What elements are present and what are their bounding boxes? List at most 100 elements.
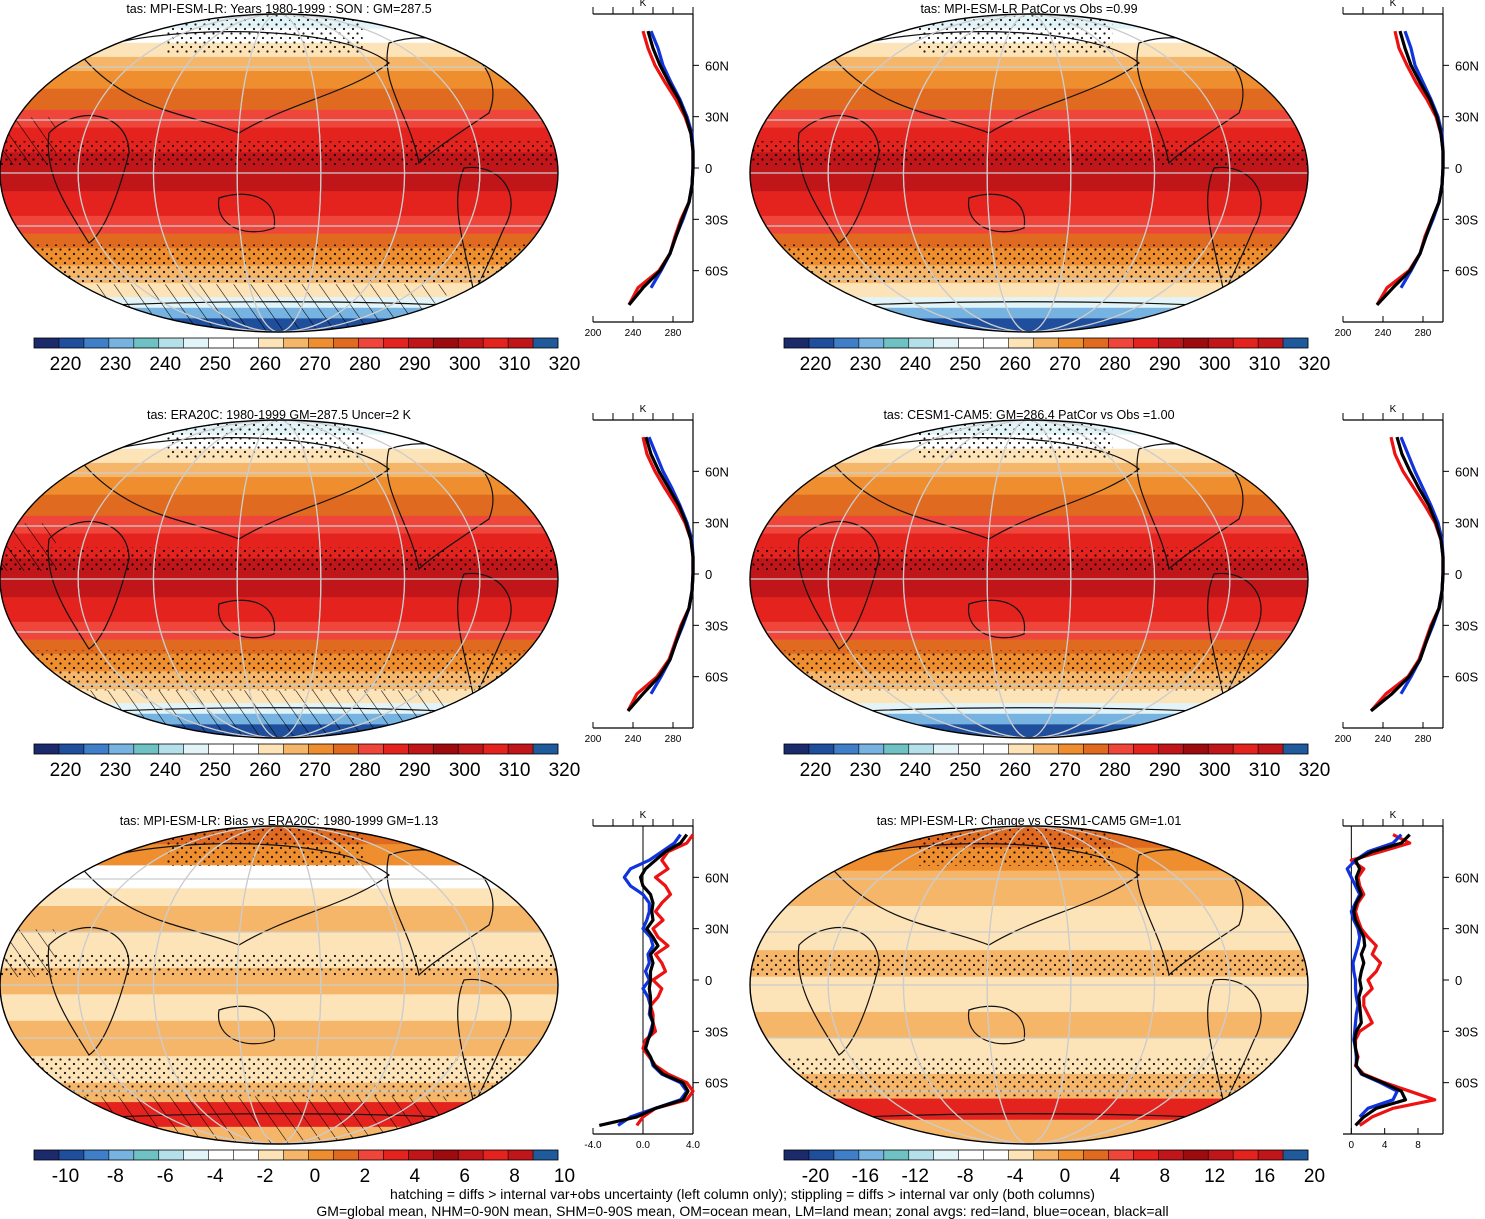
coastline [968, 193, 1026, 233]
coastline [968, 1005, 1026, 1045]
zonal-line-all [1369, 436, 1445, 713]
zonal-x-tick-label: 0.0 [636, 1140, 650, 1151]
colorbar-swatch [34, 1150, 60, 1160]
zonal-x-tick-label: 240 [625, 734, 642, 745]
colorbar-tick-label: 260 [999, 760, 1031, 781]
zonal-line-land [1349, 833, 1437, 1127]
stippling-tropics [750, 141, 1308, 166]
stippling-southern-ocean [0, 244, 558, 285]
colorbar-tick-label: 220 [800, 354, 832, 375]
colorbar-swatch [58, 338, 85, 348]
colorbar-swatch [34, 744, 60, 754]
colorbar-swatch [1108, 338, 1134, 348]
coastline [47, 521, 130, 650]
panel-p2: tas: MPI-ESM-LR PatCor vs Obs =0.99 220 23… [749, 0, 1479, 375]
zonal-x-tick-label: 8 [1415, 1140, 1421, 1151]
map-band [750, 1119, 1308, 1144]
colorbar-frame [783, 743, 1309, 755]
colorbar-swatch [908, 338, 935, 348]
colorbar-tick-label: 240 [899, 760, 931, 781]
zonal-lat-label: 60S [1455, 670, 1478, 685]
colorbar-swatch [1183, 338, 1209, 348]
zonal-lat-label: 30N [1455, 110, 1479, 125]
colorbar-swatch [458, 744, 484, 754]
map-field [0, 14, 558, 332]
colorbar-swatch [183, 338, 209, 348]
colorbar-tick-label: 290 [1149, 354, 1181, 375]
zonal-lat-label: 60N [705, 464, 729, 479]
zonal-x-tick-label: 200 [585, 734, 602, 745]
colorbar-tick-label: 260 [999, 354, 1031, 375]
map-band [0, 515, 558, 534]
colorbar-tick-label: 4 [1110, 1166, 1121, 1187]
map-band [0, 639, 558, 654]
colorbar-swatch [883, 744, 910, 754]
map-outline [0, 13, 559, 333]
zonal-line-all [627, 30, 695, 306]
colorbar-swatch [1008, 338, 1034, 348]
map-band [0, 88, 558, 110]
colorbar-swatch [108, 338, 135, 348]
colorbar-swatch [808, 1150, 835, 1160]
colorbar-swatch [858, 1150, 885, 1160]
colorbar-swatch [458, 1150, 484, 1160]
zonal-x-tick-label: 200 [585, 328, 602, 339]
colorbar-tick-label: 250 [949, 354, 981, 375]
stippling-southern-ocean [750, 244, 1308, 285]
colorbar-tick-label: 320 [1299, 760, 1331, 781]
meridian-line [902, 420, 1156, 738]
colorbar-tick-label: 280 [1099, 760, 1131, 781]
zonal-x-tick-label: -4.0 [584, 1140, 602, 1151]
map-outline [749, 13, 1309, 333]
map-band [0, 56, 558, 72]
colorbar-swatch [1233, 338, 1259, 348]
meridian-line [152, 420, 406, 738]
panel-title: tas: MPI-ESM-LR: Years 1980-1999 : SON :… [126, 2, 431, 16]
zonal-line-land [627, 30, 695, 306]
colorbar-tick-label: 16 [1254, 1166, 1275, 1187]
zonal-line-land [635, 833, 695, 1127]
meridian-line [986, 420, 1072, 738]
colorbar-swatch [133, 744, 160, 754]
colorbar-swatch [958, 744, 984, 754]
colorbar-tick-label: -6 [157, 1166, 174, 1187]
zonal-lat-label: 60N [1455, 58, 1479, 73]
zonal-x-tick-label: 4 [1382, 1140, 1388, 1151]
meridian-line [986, 826, 1072, 1144]
zonal-lat-label: 30S [1455, 1024, 1478, 1039]
colorbar-swatch [458, 338, 484, 348]
colorbar-tick-label: 8 [509, 1166, 520, 1187]
colorbar-swatch [983, 744, 1009, 754]
colorbar-swatch [1083, 744, 1109, 754]
zonal-unit-label: K [640, 404, 647, 415]
colorbar-swatch [908, 744, 935, 754]
colorbar-tick-label: 220 [50, 760, 82, 781]
colorbar-swatch [83, 338, 110, 348]
zonal-lat-label: 0 [1455, 567, 1462, 582]
zonal-lat-label: 30N [705, 516, 729, 531]
colorbar-swatch [808, 338, 835, 348]
colorbar-tick-label: 300 [1199, 354, 1231, 375]
map-field [750, 420, 1308, 738]
map-band [0, 215, 558, 234]
colorbar-tick-label: 310 [499, 354, 531, 375]
colorbar-swatch [1158, 1150, 1184, 1160]
zonal-x-tick-label: 200 [1335, 734, 1352, 745]
colorbar-swatch [1133, 338, 1159, 348]
colorbar-frame [33, 1149, 559, 1161]
colorbar-tick-label: 320 [549, 354, 581, 375]
colorbar-tick-label: 290 [399, 354, 431, 375]
colorbar-swatch [483, 1150, 509, 1160]
colorbar-swatch [308, 1150, 334, 1160]
colorbar-tick-label: 270 [299, 354, 331, 375]
colorbar-swatch [533, 744, 559, 754]
stippling-tropics [750, 547, 1308, 572]
colorbar-swatch [233, 338, 259, 348]
colorbar-swatch [1008, 1150, 1034, 1160]
colorbar-swatch [958, 338, 984, 348]
zonal-lat-label: 30N [705, 922, 729, 937]
colorbar-swatch [208, 744, 234, 754]
panel-p5: tas: MPI-ESM-LR: Bias vs ERA20C: 1980-19… [0, 810, 729, 1187]
colorbar-swatch [233, 744, 259, 754]
colorbar-swatch [358, 338, 384, 348]
